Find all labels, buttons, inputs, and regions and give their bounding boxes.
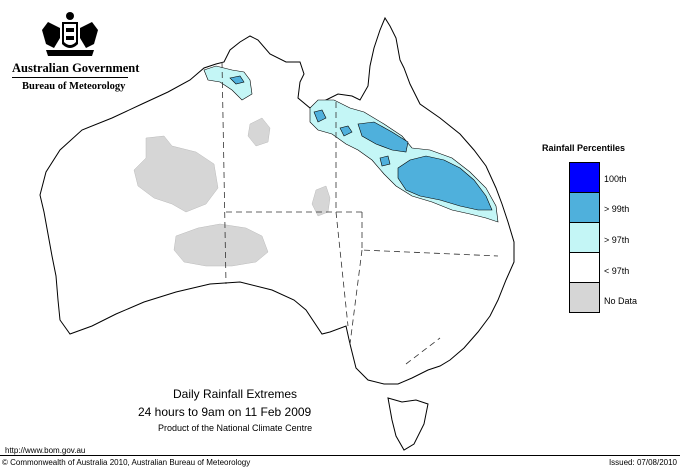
- website-link[interactable]: http://www.bom.gov.au: [5, 446, 86, 455]
- legend-label: > 99th: [604, 204, 630, 214]
- rainfall-99th-gulf: [313, 109, 327, 123]
- no-data-region-north: [247, 117, 271, 147]
- issued-date: Issued: 07/08/2010: [608, 458, 677, 467]
- tasmania-outline: [387, 397, 429, 451]
- legend-swatch-below-97th: [570, 253, 599, 283]
- rainfall-99th-kimberley: [229, 75, 245, 85]
- legend-label: < 97th: [604, 266, 630, 276]
- legend: [569, 162, 600, 313]
- legend-label: > 97th: [604, 235, 630, 245]
- legend-label: 100th: [604, 174, 627, 184]
- legend-title: Rainfall Percentiles: [542, 143, 626, 153]
- no-data-region-northwest: [133, 135, 219, 213]
- copyright-text: © Commonwealth of Australia 2010, Austra…: [2, 458, 251, 467]
- mainland-outline: [39, 16, 515, 385]
- bureau-name: Bureau of Meteorology: [22, 81, 126, 92]
- rainfall-97th-kimberley: [203, 65, 253, 101]
- rainfall-99th-inland: [339, 125, 353, 137]
- rainfall-99th-north-queensland: [357, 121, 409, 153]
- legend-swatch-100th: [570, 163, 599, 193]
- legend-swatch-no-data: [570, 283, 599, 312]
- government-name: Australian Government: [12, 61, 140, 75]
- map-producer: Product of the National Climate Centre: [158, 423, 313, 433]
- legend-label: No Data: [604, 296, 638, 306]
- coat-of-arms-icon: [42, 12, 98, 56]
- map-period: 24 hours to 9am on 11 Feb 2009: [138, 405, 312, 419]
- state-borders: [221, 61, 499, 365]
- header-divider: [12, 77, 128, 78]
- rainfall-99th-small-patch: [379, 155, 391, 167]
- footer-divider: [0, 455, 680, 456]
- legend-swatch-97th: [570, 223, 599, 253]
- legend-swatch-99th: [570, 193, 599, 223]
- map-title: Daily Rainfall Extremes: [173, 387, 298, 401]
- no-data-region-southwest: [173, 223, 269, 267]
- coat-of-arms: [8, 8, 132, 65]
- rainfall-99th-central-queensland: [397, 155, 493, 211]
